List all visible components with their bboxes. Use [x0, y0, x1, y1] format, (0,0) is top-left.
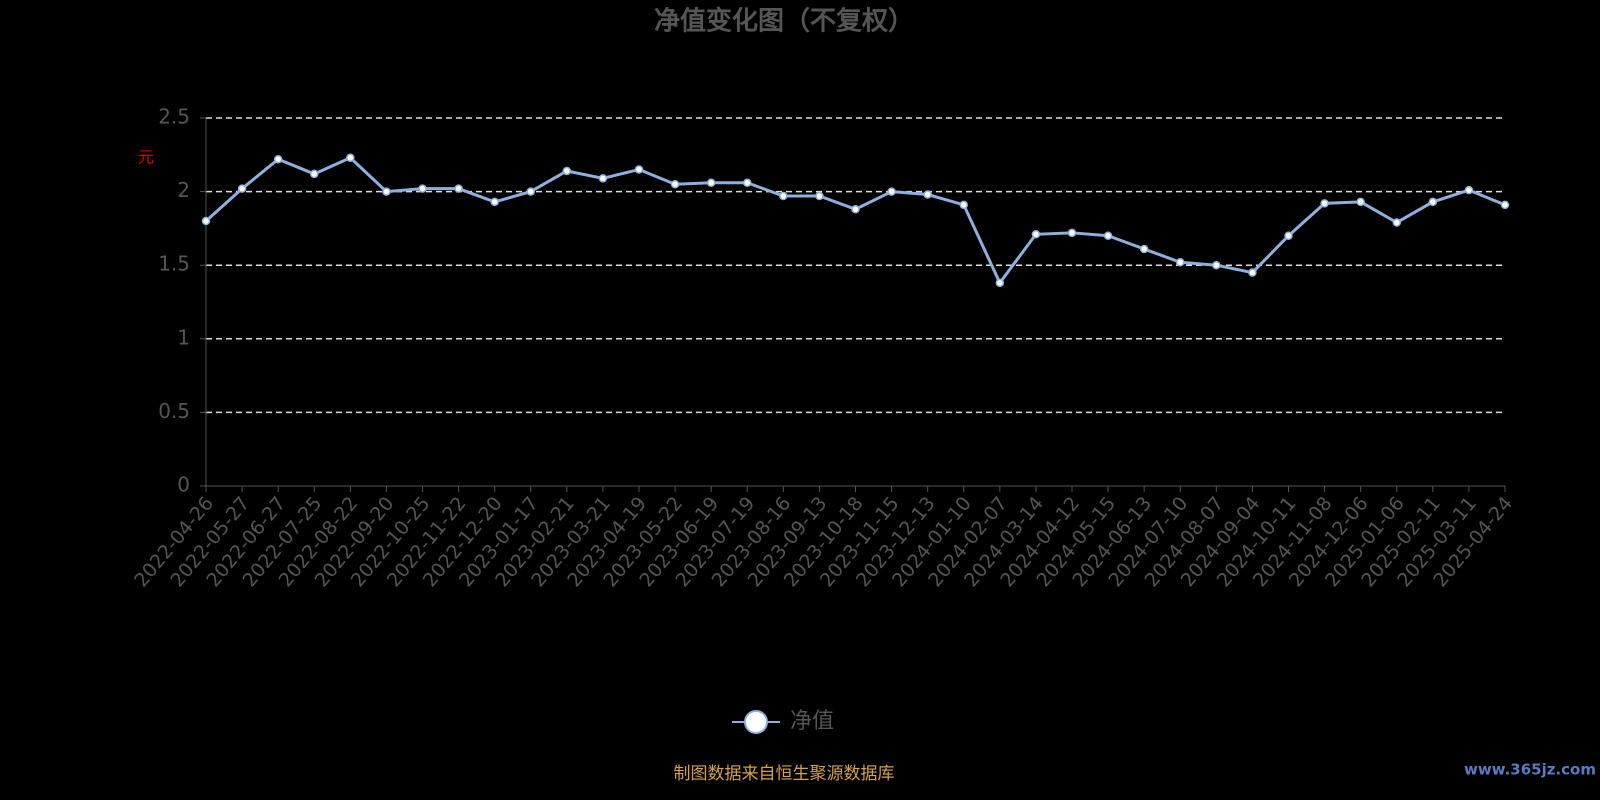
point: [1103, 231, 1113, 241]
point: [743, 178, 752, 188]
point: [1428, 197, 1438, 207]
y-tick-label: 0.5: [158, 399, 190, 423]
legend-marker: [744, 710, 768, 734]
point: [490, 197, 499, 207]
point: [670, 179, 680, 189]
point: [562, 166, 572, 176]
point: [310, 169, 319, 179]
y-tick-label: 1.5: [158, 252, 190, 276]
point: [454, 184, 463, 193]
watermark: www.365jz.com: [1464, 761, 1596, 779]
point: [887, 187, 896, 196]
legend-label: 净值: [790, 709, 834, 734]
point: [1464, 185, 1474, 195]
line: [204, 155, 1506, 286]
point: [995, 278, 1005, 288]
point: [634, 165, 644, 174]
point: [959, 200, 968, 210]
point: [851, 205, 860, 214]
point: [1284, 231, 1293, 241]
y-tick-label: 0: [177, 473, 190, 497]
point: [382, 187, 391, 196]
point: [923, 190, 932, 199]
point: [1248, 268, 1257, 277]
point: [1500, 200, 1510, 210]
y-tick-label: 2: [177, 178, 190, 202]
chart-title: 净值变化图（不复权）: [654, 6, 914, 37]
point: [273, 154, 283, 164]
y-tick-label: 1: [177, 325, 190, 349]
point: [346, 153, 355, 162]
point: [1392, 218, 1401, 227]
point: [418, 184, 427, 193]
source-note: 制图数据来自恒生聚源数据库: [674, 764, 895, 784]
y-axis-label: 元: [138, 148, 154, 167]
point: [1067, 228, 1077, 238]
point: [237, 184, 247, 193]
point: [706, 178, 716, 188]
point: [779, 191, 788, 201]
point: [1031, 230, 1041, 239]
point: [1212, 260, 1221, 270]
y-tick-label: 2.5: [158, 105, 190, 129]
point: [1176, 258, 1185, 267]
point: [526, 187, 535, 196]
point: [1356, 197, 1365, 207]
point: [815, 191, 824, 201]
point: [1320, 199, 1329, 208]
point: [598, 174, 608, 183]
point: [1139, 244, 1149, 254]
point: [201, 216, 211, 226]
